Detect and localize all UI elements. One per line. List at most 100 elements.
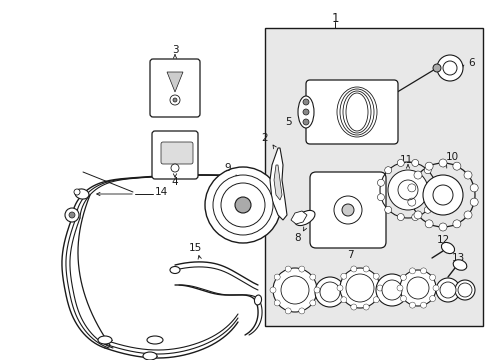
Ellipse shape [142,352,157,360]
FancyBboxPatch shape [150,59,200,117]
Circle shape [340,297,346,303]
Circle shape [319,282,339,302]
Text: 8: 8 [294,233,301,243]
Polygon shape [167,72,183,92]
Circle shape [424,206,430,213]
Circle shape [285,308,291,314]
Polygon shape [273,165,282,200]
Circle shape [436,55,462,81]
Circle shape [281,276,308,304]
Ellipse shape [98,336,112,344]
Ellipse shape [170,266,180,274]
Circle shape [411,159,418,166]
Ellipse shape [452,260,466,270]
Circle shape [424,162,432,170]
Circle shape [424,167,430,174]
Text: 13: 13 [450,253,464,263]
Circle shape [372,297,378,303]
Text: 3: 3 [171,45,178,55]
Circle shape [314,277,345,307]
FancyBboxPatch shape [309,172,385,248]
Circle shape [221,183,264,227]
Circle shape [457,283,471,297]
Circle shape [171,164,179,172]
FancyBboxPatch shape [305,80,397,144]
Circle shape [399,270,435,306]
Circle shape [432,285,438,291]
Circle shape [74,189,80,195]
Text: 15: 15 [188,243,201,253]
Circle shape [340,273,346,279]
Circle shape [452,220,460,228]
Circle shape [420,268,426,274]
Circle shape [272,268,316,312]
Circle shape [469,198,477,206]
Circle shape [432,64,440,72]
Ellipse shape [254,295,261,305]
Circle shape [65,208,79,222]
Circle shape [375,274,407,306]
Circle shape [69,212,75,218]
Circle shape [407,184,415,192]
Circle shape [377,194,384,201]
Text: 7: 7 [346,250,353,260]
Text: 9: 9 [224,163,231,173]
Circle shape [396,159,404,166]
Circle shape [408,268,415,274]
Circle shape [313,287,319,293]
Circle shape [341,204,353,216]
Circle shape [431,179,438,186]
Circle shape [363,304,368,310]
Circle shape [350,304,356,310]
Circle shape [411,213,418,221]
Circle shape [452,162,460,170]
Circle shape [463,171,471,179]
Text: 14: 14 [155,187,168,197]
Circle shape [298,266,304,272]
Ellipse shape [297,96,313,128]
Text: 1: 1 [330,12,338,24]
Circle shape [269,287,275,293]
Text: 12: 12 [435,235,448,245]
Circle shape [400,296,406,302]
Circle shape [428,296,435,302]
Text: 2: 2 [261,133,268,143]
Circle shape [303,109,308,115]
Circle shape [463,211,471,219]
Polygon shape [290,211,306,224]
Circle shape [454,280,474,300]
Circle shape [372,273,378,279]
Circle shape [363,266,368,272]
Circle shape [377,179,384,186]
Ellipse shape [441,242,454,253]
FancyBboxPatch shape [161,142,193,164]
Circle shape [387,170,427,210]
Circle shape [442,61,456,75]
Bar [264,28,482,326]
Circle shape [384,206,391,213]
FancyBboxPatch shape [152,131,198,179]
Text: 11: 11 [399,155,412,165]
Circle shape [170,95,180,105]
Circle shape [303,119,308,125]
Circle shape [336,285,342,291]
Polygon shape [269,148,286,220]
Circle shape [400,274,406,280]
Circle shape [422,175,462,215]
Circle shape [285,266,291,272]
Circle shape [420,302,426,308]
Circle shape [439,282,455,298]
Circle shape [407,198,415,206]
Circle shape [339,268,379,308]
Circle shape [428,274,435,280]
Circle shape [274,274,280,280]
Text: 10: 10 [445,152,458,162]
Circle shape [376,285,382,291]
Ellipse shape [75,189,89,199]
Circle shape [435,278,459,302]
Circle shape [431,194,438,201]
Ellipse shape [147,336,163,344]
Text: 4: 4 [171,177,178,187]
Circle shape [173,98,177,102]
Circle shape [469,184,477,192]
